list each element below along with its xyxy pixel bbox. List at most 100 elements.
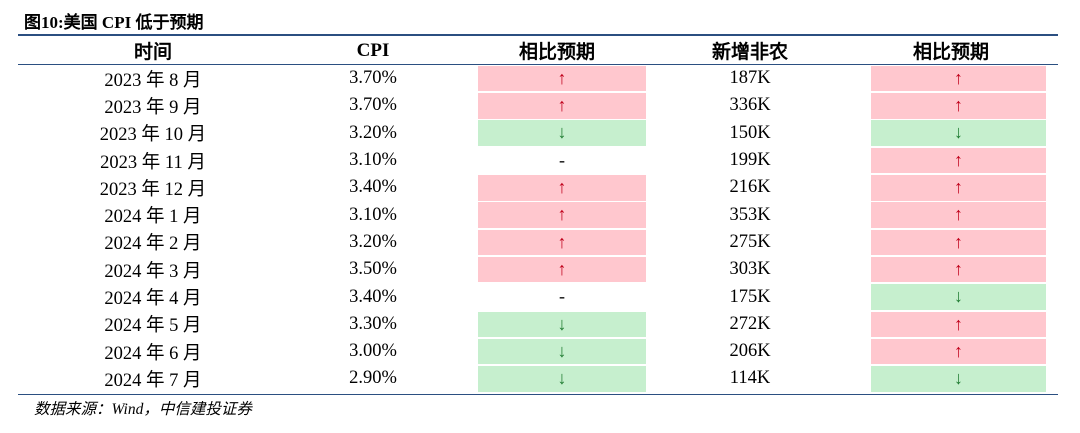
arrow-up-icon: ↑ xyxy=(478,93,646,119)
nonfarm-vs-expectation-cell: ↑ xyxy=(844,338,1058,365)
date-cell: 2024 年 1 月 xyxy=(104,207,202,228)
table-row: 2023 年 9 月 3.70% ↑ 336K ↑ xyxy=(18,92,1058,119)
nonfarm-cell: 114K xyxy=(729,368,771,389)
header-nonfarm: 新增非农 xyxy=(656,37,844,65)
nonfarm-cell: 206K xyxy=(729,341,771,362)
arrow-up-icon: ↑ xyxy=(871,229,1046,256)
nonfarm-cell: 199K xyxy=(729,150,771,171)
nonfarm-cell: 272K xyxy=(729,313,771,334)
table-row: 2024 年 7 月 2.90% ↓ 114K ↓ xyxy=(18,365,1058,392)
arrow-up-icon: ↑ xyxy=(871,338,1046,365)
cpi-table: 时间 CPI 相比预期 新增非农 相比预期 2023 年 8 月 3.70% ↑ 18… xyxy=(18,37,1058,393)
arrow-up-icon: ↑ xyxy=(871,93,1046,119)
dash-mark: - xyxy=(559,286,565,307)
date-cell: 2023 年 9 月 xyxy=(104,97,202,118)
cpi-vs-expectation-cell: ↓ xyxy=(458,120,656,147)
arrow-down-icon: ↓ xyxy=(871,120,1046,146)
arrow-up-icon: ↑ xyxy=(871,202,1046,228)
cpi-cell: 3.40% xyxy=(349,177,397,198)
cpi-cell: 3.10% xyxy=(349,150,397,171)
date-cell: 2024 年 6 月 xyxy=(104,343,202,364)
arrow-up-icon: ↑ xyxy=(871,65,1046,92)
arrow-down-icon: ↓ xyxy=(478,338,646,365)
cpi-cell: 2.90% xyxy=(349,368,397,389)
date-cell: 2024 年 5 月 xyxy=(104,316,202,337)
nonfarm-cell: 303K xyxy=(729,259,771,280)
figure-title: 图10:美国 CPI 低于预期 xyxy=(24,13,204,32)
arrow-up-icon: ↑ xyxy=(478,175,646,201)
nonfarm-vs-expectation-cell: ↑ xyxy=(844,147,1058,174)
nonfarm-vs-expectation-cell: ↑ xyxy=(844,174,1058,201)
table-row: 2024 年 3 月 3.50% ↑ 303K ↑ xyxy=(18,256,1058,283)
nonfarm-cell: 150K xyxy=(729,122,771,143)
arrow-up-icon: ↑ xyxy=(478,65,646,92)
date-cell: 2023 年 12 月 xyxy=(99,179,207,200)
cpi-cell: 3.30% xyxy=(349,313,397,334)
arrow-up-icon: ↑ xyxy=(871,256,1046,283)
cpi-cell: 3.70% xyxy=(349,95,397,116)
nonfarm-vs-expectation-cell: ↓ xyxy=(844,120,1058,147)
cpi-vs-expectation-cell: ↑ xyxy=(458,201,656,228)
table-body: 2023 年 8 月 3.70% ↑ 187K ↑ 2023 年 9 月 3.70% ↑ 336… xyxy=(18,65,1058,393)
table-row: 2024 年 6 月 3.00% ↓ 206K ↑ xyxy=(18,338,1058,365)
table-row: 2024 年 2 月 3.20% ↑ 275K ↑ xyxy=(18,229,1058,256)
cpi-vs-expectation-cell: ↑ xyxy=(458,229,656,256)
nonfarm-vs-expectation-cell: ↑ xyxy=(844,229,1058,256)
cpi-vs-expectation-cell: ↓ xyxy=(458,311,656,338)
cpi-vs-expectation-cell: - xyxy=(458,283,656,310)
date-cell: 2023 年 10 月 xyxy=(99,125,207,146)
table-row: 2024 年 4 月 3.40% - 175K ↓ xyxy=(18,283,1058,310)
cpi-vs-expectation-cell: ↑ xyxy=(458,92,656,119)
cpi-cell: 3.10% xyxy=(349,204,397,225)
date-cell: 2024 年 7 月 xyxy=(104,370,202,391)
cpi-cell: 3.00% xyxy=(349,341,397,362)
arrow-down-icon: ↓ xyxy=(871,366,1046,392)
cpi-vs-expectation-cell: ↓ xyxy=(458,338,656,365)
nonfarm-vs-expectation-cell: ↑ xyxy=(844,65,1058,93)
date-cell: 2023 年 8 月 xyxy=(104,70,202,91)
arrow-up-icon: ↑ xyxy=(871,311,1046,338)
top-rule xyxy=(18,34,1058,36)
cpi-vs-expectation-cell: ↑ xyxy=(458,174,656,201)
arrow-down-icon: ↓ xyxy=(478,366,646,392)
table-row: 2023 年 8 月 3.70% ↑ 187K ↑ xyxy=(18,65,1058,93)
nonfarm-cell: 353K xyxy=(729,204,771,225)
cpi-cell: 3.40% xyxy=(349,286,397,307)
nonfarm-vs-expectation-cell: ↑ xyxy=(844,201,1058,228)
header-cpi: CPI xyxy=(288,37,458,65)
cpi-vs-expectation-cell: - xyxy=(458,147,656,174)
table-row: 2023 年 10 月 3.20% ↓ 150K ↓ xyxy=(18,120,1058,147)
table-row: 2024 年 1 月 3.10% ↑ 353K ↑ xyxy=(18,201,1058,228)
nonfarm-cell: 216K xyxy=(729,177,771,198)
nonfarm-vs-expectation-cell: ↑ xyxy=(844,92,1058,119)
nonfarm-vs-expectation-cell: ↓ xyxy=(844,283,1058,310)
header-cpi-vs-expectation: 相比预期 xyxy=(458,37,656,65)
cpi-cell: 3.50% xyxy=(349,259,397,280)
date-cell: 2023 年 11 月 xyxy=(100,152,206,173)
nonfarm-vs-expectation-cell: ↓ xyxy=(844,365,1058,392)
date-cell: 2024 年 2 月 xyxy=(104,234,202,255)
arrow-down-icon: ↓ xyxy=(478,120,646,146)
arrow-up-icon: ↑ xyxy=(478,256,646,283)
cpi-vs-expectation-cell: ↑ xyxy=(458,65,656,93)
arrow-down-icon: ↓ xyxy=(478,311,646,338)
arrow-up-icon: ↑ xyxy=(478,202,646,228)
date-cell: 2024 年 4 月 xyxy=(104,289,202,310)
header-nonfarm-vs-expectation: 相比预期 xyxy=(844,37,1058,65)
nonfarm-vs-expectation-cell: ↑ xyxy=(844,256,1058,283)
nonfarm-vs-expectation-cell: ↑ xyxy=(844,311,1058,338)
dash-mark: - xyxy=(559,149,565,170)
arrow-up-icon: ↑ xyxy=(871,175,1046,201)
arrow-up-icon: ↑ xyxy=(478,229,646,256)
date-cell: 2024 年 3 月 xyxy=(104,261,202,282)
cpi-vs-expectation-cell: ↓ xyxy=(458,365,656,392)
table-row: 2023 年 11 月 3.10% - 199K ↑ xyxy=(18,147,1058,174)
bottom-rule xyxy=(18,394,1058,395)
table-row: 2024 年 5 月 3.30% ↓ 272K ↑ xyxy=(18,311,1058,338)
nonfarm-cell: 187K xyxy=(729,68,771,89)
header-row: 时间 CPI 相比预期 新增非农 相比预期 xyxy=(18,37,1058,65)
source-note: 数据来源：Wind，中信建投证券 xyxy=(34,401,252,418)
cpi-cell: 3.20% xyxy=(349,122,397,143)
cpi-cell: 3.20% xyxy=(349,231,397,252)
cpi-cell: 3.70% xyxy=(349,68,397,89)
